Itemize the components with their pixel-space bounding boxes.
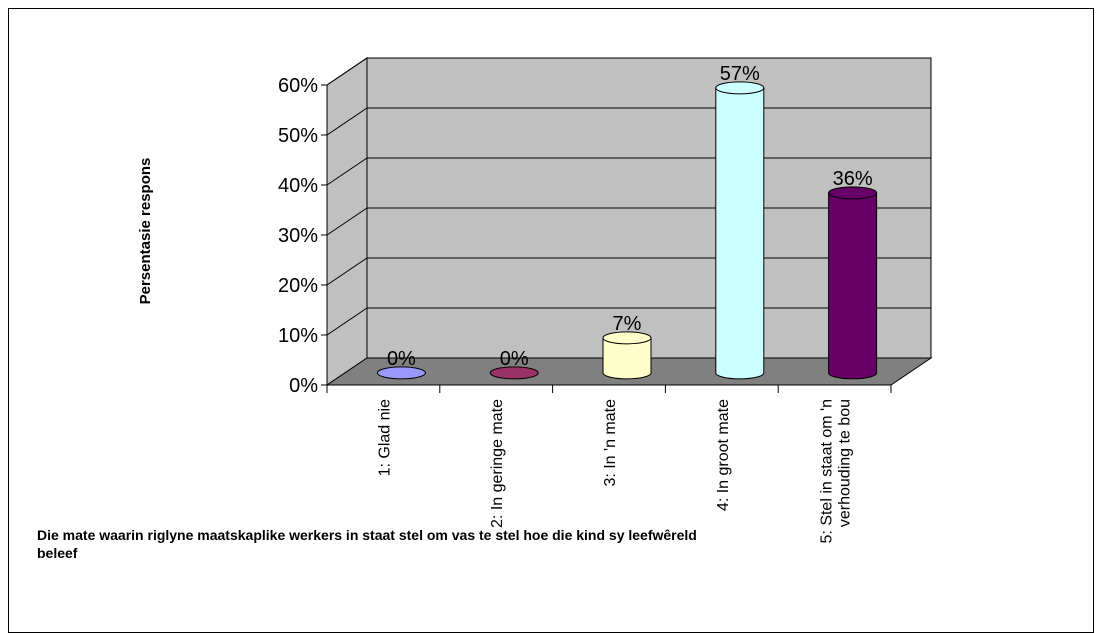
category-label: verhouding te bou xyxy=(837,399,854,527)
category-label: 5: Stel in staat om 'n xyxy=(819,399,836,543)
bar-body xyxy=(602,337,652,380)
data-label: 57% xyxy=(720,63,760,85)
y-tick-label: 0% xyxy=(289,375,318,397)
bar-top xyxy=(828,186,878,200)
x-axis-title: Die mate waarin riglyne maatskaplike wer… xyxy=(37,527,697,561)
bar xyxy=(828,186,878,380)
gridline xyxy=(326,57,931,86)
bar xyxy=(376,366,426,380)
y-tick-label: 60% xyxy=(278,75,318,97)
bar-body xyxy=(828,192,878,380)
y-tick-label: 10% xyxy=(278,325,318,347)
bar xyxy=(715,81,765,380)
data-label: 0% xyxy=(500,348,529,370)
data-label: 36% xyxy=(833,168,873,190)
bar-top xyxy=(602,331,652,345)
y-tick-label: 40% xyxy=(278,175,318,197)
category-label: 2: In geringe mate xyxy=(489,399,506,528)
data-label: 7% xyxy=(613,313,642,335)
category-label: 3: In 'n mate xyxy=(602,399,619,487)
y-tick-label: 20% xyxy=(278,275,318,297)
y-tick-labels: 0% 10% 20% 30% 40% 50% 60% xyxy=(278,75,318,397)
category-labels: 1: Glad nie 2: In geringe mate 3: In 'n ma… xyxy=(376,399,853,544)
axes xyxy=(321,84,892,393)
category-label: 1: Glad nie xyxy=(376,399,393,476)
bar xyxy=(489,366,539,380)
data-label: 0% xyxy=(387,348,416,370)
data-labels: 0% 0% 7% 57% 36% xyxy=(387,63,873,370)
y-axis-label: Persentasie respons xyxy=(137,158,154,305)
category-label: 4: In groot mate xyxy=(715,399,732,511)
bar-top xyxy=(489,366,539,380)
bar-body xyxy=(715,87,765,380)
bar xyxy=(602,331,652,380)
bar-top xyxy=(715,81,765,95)
y-tick-label: 30% xyxy=(278,225,318,247)
y-tick-label: 50% xyxy=(278,125,318,147)
bars xyxy=(376,81,878,380)
bar-top xyxy=(376,366,426,380)
